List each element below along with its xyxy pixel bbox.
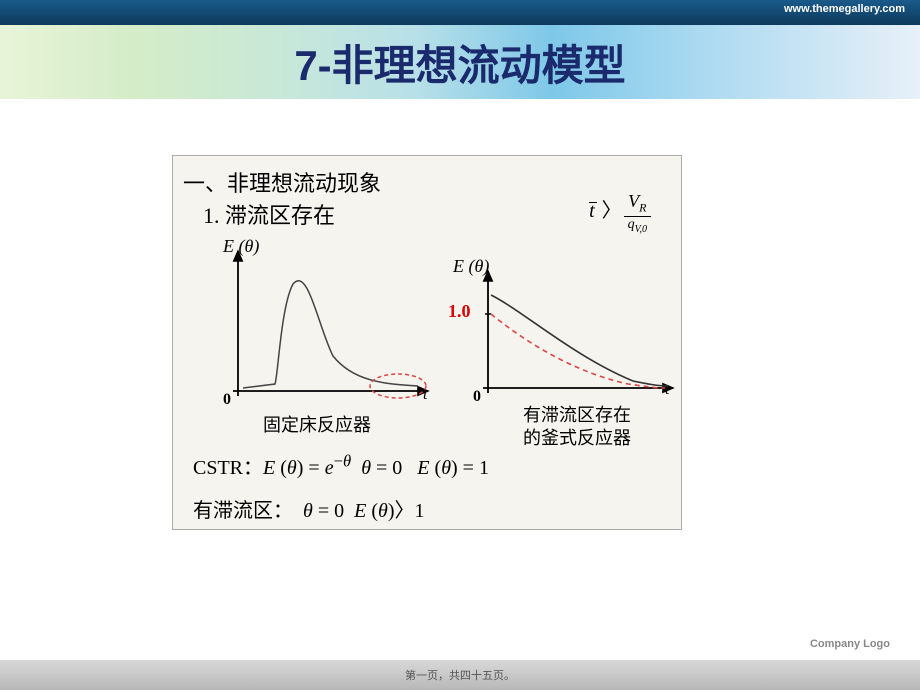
charts-svg [173, 156, 683, 416]
title-banner: 7-非理想流动模型 [0, 25, 920, 99]
right-dashed-curve [491, 314, 665, 388]
footer-bar: 第一页，共四十五页。 [0, 660, 920, 690]
equation-cstr: CSTR：E (θ) = e−θ θ = 0 E (θ) = 1 [193, 451, 489, 480]
header-url: www.themegallery.com [784, 3, 905, 15]
equation-stagnant: 有滞流区： θ = 0 E (θ)〉1 [193, 494, 425, 523]
top-bar: www.themegallery.com [0, 0, 920, 25]
right-solid-curve [491, 295, 668, 386]
company-logo: Company Logo [810, 638, 890, 650]
right-caption-l2: 的釜式反应器 [523, 428, 631, 448]
content-panel: 一、非理想流动现象 1. 滞流区存在 t 〉VRqV,0 E (θ) E (θ)… [172, 155, 682, 530]
slide-title: 7-非理想流动模型 [294, 32, 625, 93]
page-indicator: 第一页，共四十五页。 [405, 667, 515, 683]
left-curve [243, 281, 418, 388]
